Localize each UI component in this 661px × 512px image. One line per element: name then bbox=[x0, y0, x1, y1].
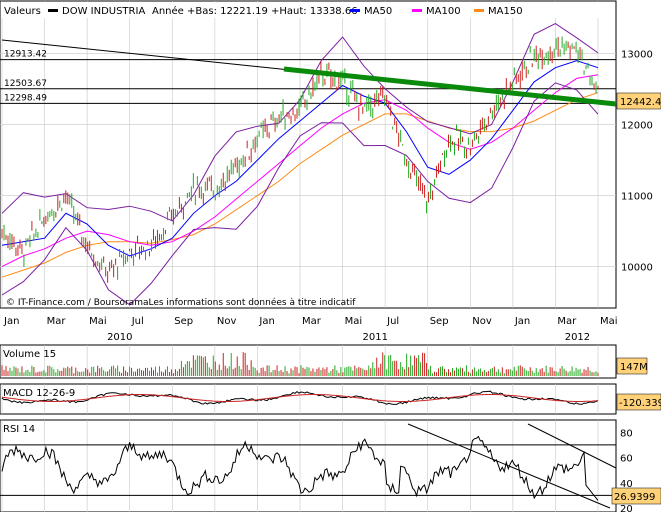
month-tick-label: Jan bbox=[514, 316, 530, 327]
rsi-horizontal-lines bbox=[0, 444, 616, 496]
volume-bars bbox=[1, 352, 599, 376]
price-candles bbox=[1, 36, 599, 283]
rsi-title: RSI 14 bbox=[3, 424, 35, 435]
legend-swatch-dow bbox=[48, 9, 58, 12]
price-tick-label: 11000 bbox=[621, 192, 653, 203]
rsi-tick-label: 40 bbox=[620, 479, 633, 490]
year-tick-label: 2011 bbox=[363, 332, 388, 343]
month-tick-label: Mar bbox=[557, 316, 577, 327]
month-tick-label: Mai bbox=[89, 316, 107, 327]
envelope-lower bbox=[1, 82, 599, 306]
month-tick-label: Nov bbox=[472, 316, 492, 327]
month-tick-label: Jul bbox=[131, 316, 144, 327]
price-panel: 12913.42 12503.67 12298.49 10000 11000 12000… bbox=[0, 0, 661, 309]
legend-item-ma150: MA150 bbox=[488, 6, 523, 17]
volume-panel: Volume 15 147M bbox=[0, 344, 648, 379]
price-horizontal-gridlines bbox=[0, 53, 616, 267]
downtrend-line-green bbox=[283, 66, 617, 107]
envelope-upper bbox=[1, 23, 599, 222]
macd-title: MACD 12-26-9 bbox=[3, 388, 75, 399]
macd-lines bbox=[1, 390, 599, 405]
rsi-tick-label: 60 bbox=[620, 454, 633, 465]
volume-last-label: 147M bbox=[620, 362, 648, 373]
price-tick-label: 10000 bbox=[621, 263, 653, 274]
rsi-y-axis: 20 40 60 80 bbox=[620, 428, 633, 512]
month-tick-label: Mai bbox=[345, 316, 363, 327]
series-line-ma150 bbox=[1, 92, 599, 278]
legend-item-ma50: MA50 bbox=[364, 6, 392, 17]
month-tick-label: Jul bbox=[386, 316, 399, 327]
price-y-axis: 10000 11000 12000 13000 bbox=[621, 50, 653, 274]
rsi-tick-label: 80 bbox=[620, 428, 633, 439]
legend-stats: Année +Bas: 12221.19 +Haut: 13338.66 bbox=[152, 5, 358, 17]
legend-item-ma100: MA100 bbox=[426, 6, 461, 17]
rsi-series-line bbox=[1, 435, 599, 501]
year-tick-label: 2010 bbox=[107, 332, 132, 343]
price-level-label: 12503.67 bbox=[4, 79, 47, 89]
last-price-label: 12442.49 bbox=[620, 97, 661, 108]
price-series bbox=[1, 23, 599, 306]
price-level-label: 12298.49 bbox=[4, 93, 47, 103]
price-level-lines: 12913.42 12503.67 12298.49 bbox=[0, 50, 616, 104]
price-vertical-gridlines bbox=[1, 1, 599, 308]
downtrend-line-black bbox=[1, 39, 291, 71]
year-tick-label: 2012 bbox=[565, 332, 590, 343]
legend-item-dow: DOW INDUSTRIA bbox=[62, 6, 145, 17]
rsi-panel: RSI 14 20 40 60 80 26.9399 bbox=[0, 419, 661, 512]
month-tick-label: Sep bbox=[430, 316, 449, 327]
rsi-last-label: 26.9399 bbox=[614, 492, 655, 503]
legend-swatch-ma150 bbox=[474, 9, 484, 12]
rsi-line bbox=[1, 435, 599, 501]
month-tick-label: Sep bbox=[174, 316, 193, 327]
rsi-tick-label: 20 bbox=[620, 504, 633, 512]
legend: Valeurs DOW INDUSTRIA Année +Bas: 12221.… bbox=[1, 2, 615, 18]
volume-title: Volume 15 bbox=[3, 349, 56, 360]
x-axis-years: 2010 2011 2012 bbox=[107, 332, 590, 343]
month-tick-label: Mar bbox=[47, 316, 67, 327]
price-tick-label: 13000 bbox=[621, 50, 653, 61]
legend-swatch-ma100 bbox=[412, 9, 422, 12]
macd-signal-line bbox=[1, 394, 599, 402]
series-line-ma50 bbox=[1, 60, 599, 257]
price-tick-label: 12000 bbox=[621, 121, 653, 132]
series-line-ma100 bbox=[1, 74, 599, 268]
last-price-box: 12442.49 bbox=[616, 92, 661, 110]
price-level-label: 12913.42 bbox=[4, 50, 47, 60]
month-tick-label: Jan bbox=[3, 316, 19, 327]
month-tick-label: Mai bbox=[600, 316, 618, 327]
x-axis-months: Jan Mar Mai Jul Sep Nov Jan Mar Mai Jul Sep Nov Jan M… bbox=[3, 316, 618, 327]
legend-label: Valeurs bbox=[4, 6, 41, 17]
month-tick-label: Jan bbox=[258, 316, 274, 327]
month-tick-label: Nov bbox=[217, 316, 237, 327]
copyright-text: © IT-Finance.com / BoursoramaLes informa… bbox=[6, 297, 356, 308]
macd-last-label: -120.339 bbox=[619, 398, 661, 409]
rsi-trendline-2 bbox=[527, 423, 617, 469]
legend-swatch-ma50 bbox=[350, 9, 360, 12]
month-tick-label: Mar bbox=[302, 316, 322, 327]
macd-panel: MACD 12-26-9 -120.339 bbox=[0, 383, 661, 415]
rsi-trendline-1 bbox=[407, 423, 611, 509]
